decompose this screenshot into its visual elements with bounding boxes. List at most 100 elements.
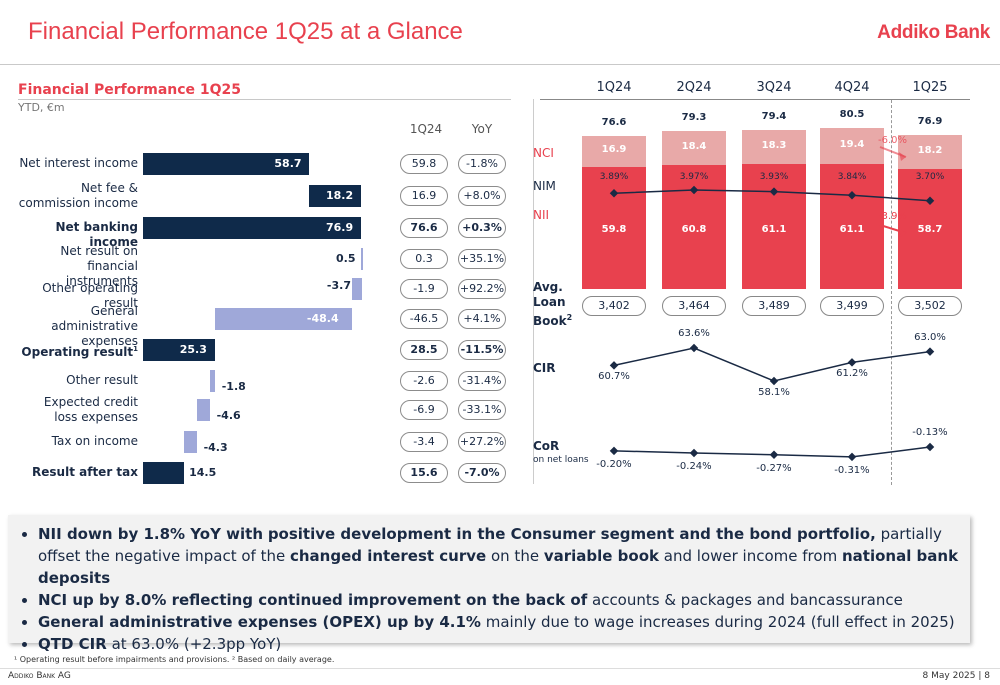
loan-book-pill: 3,464	[662, 296, 726, 316]
yoy-pill: -33.1%	[458, 400, 506, 420]
row-label: Other result	[66, 373, 138, 387]
cir-value: 58.1%	[758, 387, 790, 398]
prev-value-pill: 0.3	[400, 249, 448, 269]
bullet-cir: QTD CIR at 63.0% (+2.3pp YoY)	[38, 633, 970, 655]
bullet-opex: General administrative expenses (OPEX) u…	[38, 611, 970, 633]
quarter-header: 1Q24	[596, 80, 632, 95]
cir-line-point	[689, 343, 699, 353]
page-title: Financial Performance 1Q25 at a Glance	[28, 18, 463, 45]
bullet-nii: NII down by 1.8% YoY with positive devel…	[38, 523, 970, 589]
nim-value: 3.89%	[599, 172, 629, 182]
row-label: Expected credit loss expenses	[43, 395, 138, 424]
bar-value: 25.3	[179, 343, 207, 356]
row-label: Net fee & commission income	[18, 181, 138, 210]
left-panel-subtitle: YTD, €m	[18, 101, 65, 114]
panel-separator	[533, 99, 534, 484]
cor-value: -0.20%	[596, 458, 632, 470]
cor-label: CoR	[533, 439, 560, 453]
bar-value: 76.9	[326, 221, 354, 234]
cor-sublabel: on net loans	[533, 455, 589, 465]
total-value: 79.4	[761, 111, 787, 123]
loan-book-pill: 3,402	[582, 296, 646, 316]
nii-delta: -3.9%	[878, 211, 908, 222]
cor-line-point	[609, 446, 619, 456]
nii-value: 60.8	[681, 224, 707, 235]
cir-label: CIR	[533, 361, 556, 375]
row-label: Operating result1	[21, 345, 138, 359]
total-value: 76.9	[917, 116, 943, 128]
waterfall-bar	[309, 185, 361, 207]
bar-value: -4.6	[216, 409, 241, 422]
key-points-box: NII down by 1.8% YoY with positive devel…	[8, 515, 970, 653]
yoy-pill: +8.0%	[458, 186, 506, 206]
nii-bar	[582, 166, 646, 289]
nim-value: 3.97%	[679, 172, 709, 182]
nci-value: 18.2	[917, 145, 943, 157]
cir-line-point	[769, 376, 779, 386]
prev-value-pill: 16.9	[400, 186, 448, 206]
nci-value: 18.3	[761, 140, 787, 152]
nii-bar	[898, 168, 962, 289]
waterfall-bar	[143, 462, 185, 484]
bar-value: 14.5	[189, 466, 217, 479]
prev-value-pill: 76.6	[400, 218, 448, 238]
cir-value: 61.2%	[836, 368, 868, 380]
avg-label-line2: Loan	[533, 295, 566, 309]
left-panel-divider	[18, 99, 511, 100]
prev-value-pill: -6.9	[400, 400, 448, 420]
row-label: General administrative expenses	[51, 304, 138, 348]
bar-value: 0.5	[336, 252, 356, 265]
prev-value-pill: -2.6	[400, 371, 448, 391]
row-label: Other operating result	[42, 281, 138, 310]
cir-value: 63.6%	[678, 328, 710, 339]
cor-line-point	[847, 452, 857, 462]
avg-label-sup: 2	[566, 313, 573, 322]
cir-value: 63.0%	[914, 331, 946, 343]
nii-value: 58.7	[917, 224, 943, 235]
nii-value: 59.8	[601, 224, 627, 235]
nim-label: NIM	[533, 179, 556, 193]
footnote: ¹ Operating result before impairments an…	[14, 655, 335, 664]
loan-book-pill: 3,489	[742, 296, 806, 316]
quarter-header: 2Q24	[676, 80, 712, 95]
yoy-pill: -11.5%	[458, 340, 506, 360]
col-header-yoy: YoY	[471, 122, 493, 136]
avg-loan-book-label: Avg. Loan Book2	[533, 280, 572, 329]
yoy-pill: -31.4%	[458, 371, 506, 391]
waterfall-bar	[351, 278, 363, 300]
bar-value: -48.4	[306, 312, 339, 325]
yoy-pill: +4.1%	[458, 309, 506, 329]
row-label: Net result on financial instruments	[60, 244, 138, 288]
col-header-1q24: 1Q24	[409, 122, 443, 136]
yoy-pill: -1.8%	[458, 154, 506, 174]
cor-value: -0.27%	[756, 462, 792, 474]
cir-value: 60.7%	[598, 371, 630, 383]
row-label: Net interest income	[19, 156, 138, 170]
bar-value: -4.3	[203, 441, 228, 454]
waterfall-bar	[143, 339, 215, 361]
nci-bar	[898, 135, 962, 169]
nci-bar	[582, 135, 646, 167]
bullet-nci: NCI up by 8.0% reflecting continued impr…	[38, 589, 970, 611]
yoy-pill: +0.3%	[458, 218, 506, 238]
nci-bar	[820, 128, 884, 164]
footnote-marker: 1	[133, 345, 138, 353]
waterfall-bar	[184, 431, 197, 453]
quarter-header: 1Q25	[912, 80, 948, 95]
nim-value: 3.84%	[837, 172, 867, 182]
footer-date-page: 8 May 2025 | 8	[922, 671, 990, 681]
prev-value-pill: -3.4	[400, 432, 448, 452]
cir-line-point	[609, 361, 619, 370]
nci-delta: -6.0%	[878, 135, 908, 146]
total-value: 76.6	[601, 116, 627, 128]
waterfall-bar	[209, 370, 215, 392]
brand-logo: Addiko Bank	[877, 22, 990, 43]
prev-value-pill: -46.5	[400, 309, 448, 329]
quarter-header: 3Q24	[756, 80, 792, 95]
header-divider	[0, 64, 1000, 65]
nii-value: 61.1	[761, 224, 787, 235]
prev-value-pill: 28.5	[400, 340, 448, 360]
yoy-pill: +35.1%	[458, 249, 506, 269]
nci-value: 19.4	[839, 139, 865, 151]
nii-label: NII	[533, 208, 550, 222]
